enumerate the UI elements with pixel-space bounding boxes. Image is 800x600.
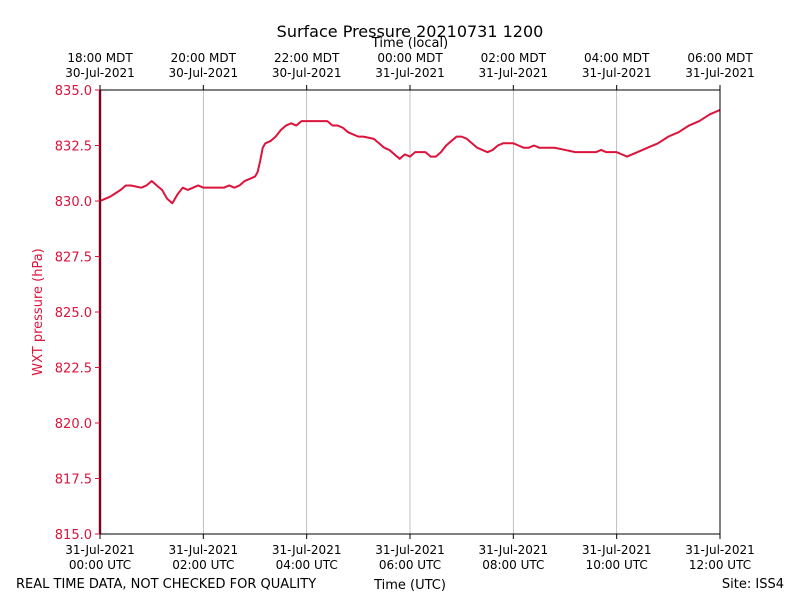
- x-tick-label-time: 08:00 UTC: [482, 558, 544, 572]
- site-label: Site: ISS4: [722, 577, 784, 592]
- x-tick-label-date: 31-Jul-2021: [169, 543, 239, 557]
- y-tick-label: 820.0: [55, 417, 92, 432]
- top-tick-label-date: 30-Jul-2021: [169, 66, 239, 80]
- top-tick-label-time: 06:00 MDT: [687, 51, 753, 65]
- gridlines: [202, 90, 618, 534]
- tick-marks: [95, 85, 721, 539]
- top-tick-label-date: 30-Jul-2021: [65, 66, 135, 80]
- y-tick-label: 827.5: [55, 251, 92, 266]
- x-axis-label: Time (UTC): [373, 578, 446, 593]
- x-tick-label-date: 31-Jul-2021: [375, 543, 445, 557]
- top-tick-label-time: 20:00 MDT: [171, 51, 237, 65]
- x-tick-label-time: 02:00 UTC: [172, 558, 234, 572]
- x-tick-label-date: 31-Jul-2021: [685, 543, 755, 557]
- top-tick-label-time: 04:00 MDT: [584, 51, 650, 65]
- y-tick-label: 815.0: [55, 528, 92, 543]
- x-tick-label-time: 10:00 UTC: [586, 558, 648, 572]
- chart-title: Surface Pressure 20210731 1200: [277, 22, 544, 41]
- x-tick-label-date: 31-Jul-2021: [272, 543, 342, 557]
- x-tick-label-date: 31-Jul-2021: [65, 543, 135, 557]
- y-tick-label: 822.5: [55, 362, 92, 377]
- top-tick-label-time: 02:00 MDT: [481, 51, 547, 65]
- top-tick-label-date: 31-Jul-2021: [479, 66, 549, 80]
- x-tick-label-time: 00:00 UTC: [69, 558, 131, 572]
- top-axis-label: Time (local): [371, 36, 448, 51]
- x-tick-label-date: 31-Jul-2021: [582, 543, 652, 557]
- quality-disclaimer: REAL TIME DATA, NOT CHECKED FOR QUALITY: [16, 577, 316, 592]
- top-tick-label-time: 00:00 MDT: [377, 51, 443, 65]
- y-tick-label: 825.0: [55, 306, 92, 321]
- top-tick-label-time: 22:00 MDT: [274, 51, 340, 65]
- x-tick-label-time: 12:00 UTC: [689, 558, 751, 572]
- y-tick-label: 832.5: [55, 140, 92, 155]
- top-tick-label-time: 18:00 MDT: [67, 51, 133, 65]
- y-tick-label: 830.0: [55, 195, 92, 210]
- y-axis-label: WXT pressure (hPa): [31, 248, 46, 376]
- y-tick-label: 835.0: [55, 84, 92, 99]
- top-tick-label-date: 31-Jul-2021: [582, 66, 652, 80]
- x-tick-label-time: 04:00 UTC: [276, 558, 338, 572]
- series-line-wxt-pressure: [99, 109, 721, 205]
- y-tick-label: 817.5: [55, 473, 92, 488]
- top-tick-label-date: 30-Jul-2021: [272, 66, 342, 80]
- x-tick-label-date: 31-Jul-2021: [479, 543, 549, 557]
- top-tick-label-date: 31-Jul-2021: [375, 66, 445, 80]
- top-tick-label-date: 31-Jul-2021: [685, 66, 755, 80]
- x-tick-label-time: 06:00 UTC: [379, 558, 441, 572]
